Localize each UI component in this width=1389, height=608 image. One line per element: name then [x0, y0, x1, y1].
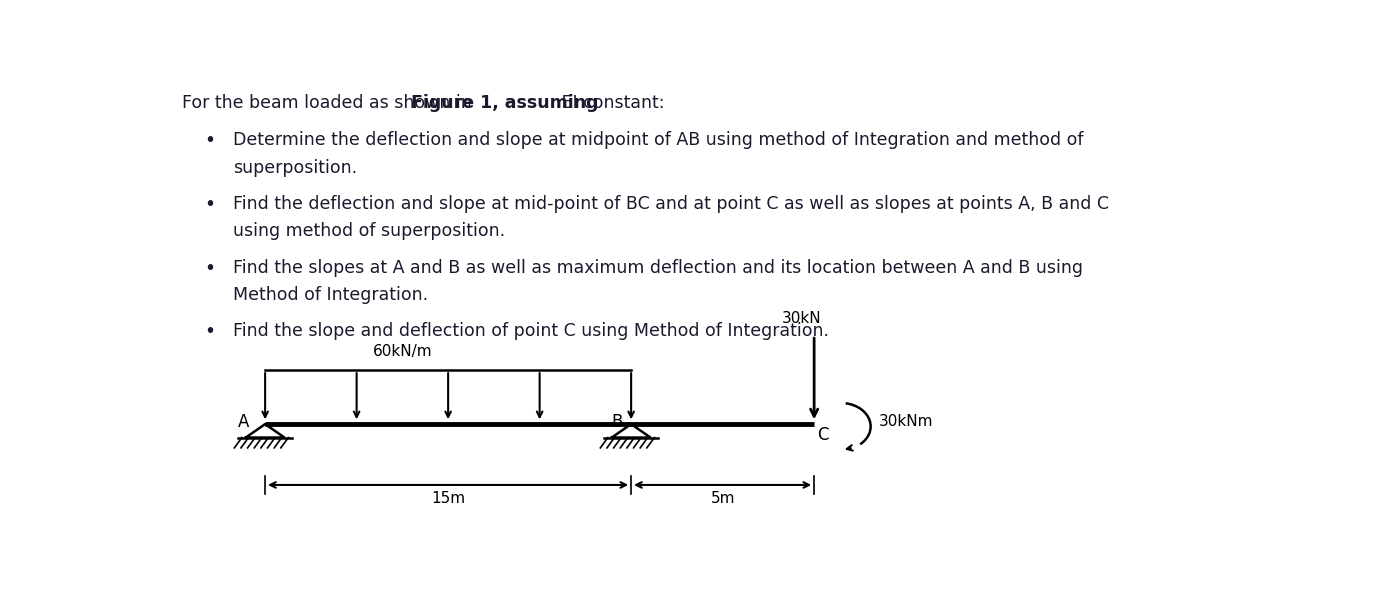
Text: B: B	[611, 413, 622, 430]
Text: superposition.: superposition.	[233, 159, 357, 177]
Text: A: A	[238, 413, 249, 430]
Text: C: C	[817, 426, 829, 444]
Text: For the beam loaded as shown in: For the beam loaded as shown in	[182, 94, 478, 112]
Text: Find the slope and deflection of point C using Method of Integration.: Find the slope and deflection of point C…	[233, 322, 829, 340]
Text: Figure 1, assuming: Figure 1, assuming	[411, 94, 599, 112]
Text: Method of Integration.: Method of Integration.	[233, 286, 428, 304]
Text: 30kN: 30kN	[782, 311, 821, 326]
Text: Determine the deflection and slope at midpoint of AB using method of Integration: Determine the deflection and slope at mi…	[233, 131, 1083, 150]
Text: •: •	[204, 259, 215, 278]
Text: 15m: 15m	[431, 491, 465, 506]
Text: 60kN/m: 60kN/m	[372, 344, 432, 359]
Text: •: •	[204, 322, 215, 342]
Text: •: •	[204, 195, 215, 214]
Text: 5m: 5m	[710, 491, 735, 506]
Text: Find the deflection and slope at mid-point of BC and at point C as well as slope: Find the deflection and slope at mid-poi…	[233, 195, 1108, 213]
Text: EI constant:: EI constant:	[557, 94, 665, 112]
Text: using method of superposition.: using method of superposition.	[233, 223, 506, 240]
Text: •: •	[204, 131, 215, 151]
Text: 30kNm: 30kNm	[879, 414, 933, 429]
Text: Find the slopes at A and B as well as maximum deflection and its location betwee: Find the slopes at A and B as well as ma…	[233, 259, 1083, 277]
